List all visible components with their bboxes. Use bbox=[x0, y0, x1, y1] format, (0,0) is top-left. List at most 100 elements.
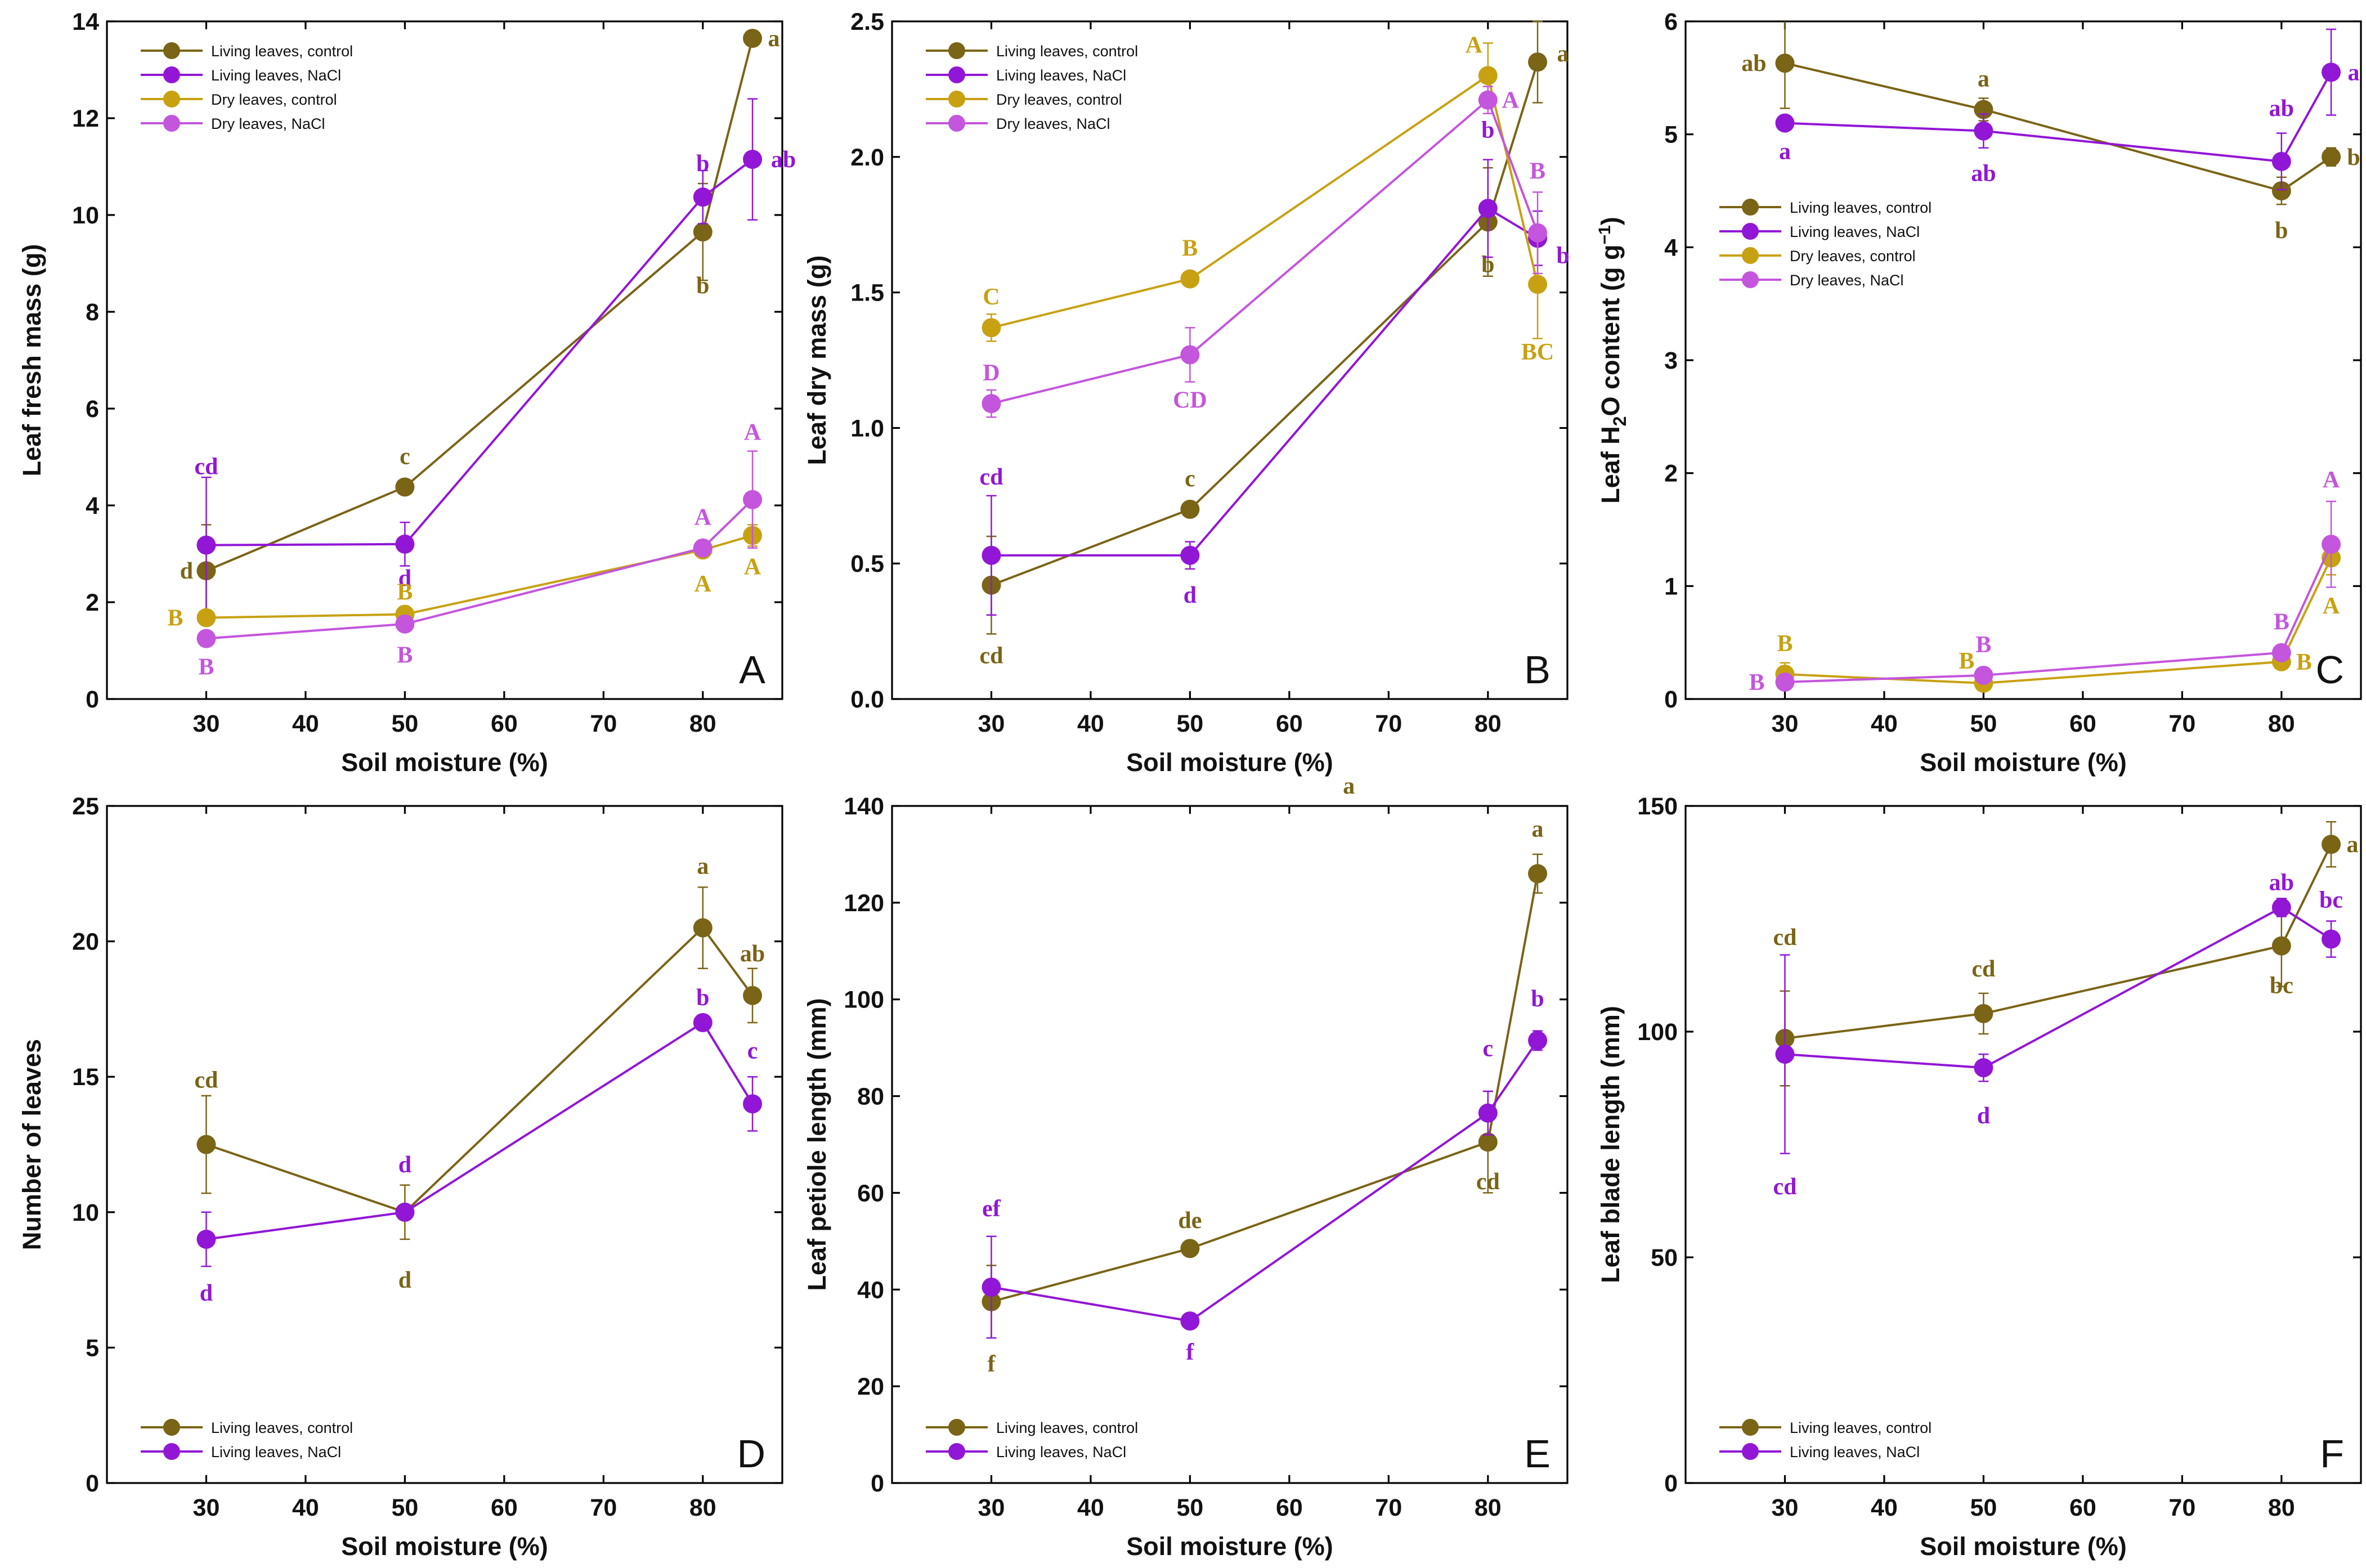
significance-letter: a bbox=[1779, 139, 1791, 165]
significance-letter: A bbox=[2323, 467, 2340, 493]
data-point bbox=[2271, 898, 2291, 917]
y-tick-label: 4 bbox=[86, 492, 99, 519]
data-point bbox=[1528, 864, 1548, 884]
panel-label: F bbox=[2320, 1432, 2344, 1476]
legend-entry: Dry leaves, control bbox=[996, 91, 1122, 108]
panel-label: E bbox=[1524, 1432, 1551, 1476]
y-tick-label: 1.5 bbox=[850, 280, 884, 307]
legend-swatch-marker bbox=[163, 115, 180, 132]
series-line bbox=[206, 1021, 754, 1240]
significance-letter: CD bbox=[1173, 387, 1207, 413]
significance-letter: c bbox=[1482, 1036, 1493, 1062]
legend: Living leaves, control Living leaves, NaC… bbox=[1719, 1419, 1932, 1461]
x-tick-label: 50 bbox=[391, 1494, 418, 1521]
significance-letter: B bbox=[1182, 236, 1198, 262]
significance-letter: b bbox=[1556, 243, 1569, 268]
x-tick-label: 30 bbox=[1772, 1494, 1799, 1521]
data-point bbox=[1775, 672, 1795, 692]
legend-swatch-marker bbox=[948, 115, 965, 132]
panel-label: C bbox=[2315, 648, 2344, 692]
x-tick-label: 50 bbox=[1970, 710, 1997, 737]
panel-a: 30 40 50 60 70 80 0 2 4 6 8 10 12 14 Soil moisture (%)… bbox=[17, 8, 796, 777]
y-tick-label: 100 bbox=[1637, 1019, 1678, 1046]
significance-letter: B bbox=[1959, 648, 1974, 674]
x-tick-label: 70 bbox=[590, 1494, 617, 1521]
series-line bbox=[1785, 906, 2332, 1069]
data-point bbox=[1528, 223, 1548, 243]
x-tick-label: 60 bbox=[491, 1494, 518, 1521]
legend-swatch-marker bbox=[163, 1443, 180, 1460]
y-tick-label: 6 bbox=[86, 396, 99, 423]
significance-letter: b bbox=[1531, 986, 1544, 1012]
significance-letter: d bbox=[180, 558, 193, 584]
y-tick-label: 10 bbox=[72, 202, 99, 229]
significance-letter: B bbox=[397, 643, 413, 669]
significance-letter: B bbox=[167, 606, 183, 631]
series-living-leaves-nacl: cd d b b bbox=[979, 117, 1570, 616]
legend-swatch-marker bbox=[1742, 1443, 1759, 1460]
data-point bbox=[395, 1202, 415, 1222]
legend-entry: Living leaves, control bbox=[211, 43, 353, 60]
significance-letter: b bbox=[1481, 252, 1494, 277]
y-tick-label: 0.5 bbox=[850, 550, 884, 577]
significance-letter: a bbox=[697, 854, 709, 880]
significance-letter: a bbox=[1557, 41, 1569, 67]
y-tick-label: 0 bbox=[871, 1470, 884, 1497]
series-line bbox=[206, 534, 753, 619]
legend: Living leaves, control Living leaves, NaC… bbox=[926, 42, 1138, 132]
significance-letter: ab bbox=[2269, 870, 2294, 895]
data-point bbox=[1478, 1103, 1498, 1123]
y-tick-label: 20 bbox=[72, 929, 99, 956]
significance-letter: A bbox=[694, 571, 712, 597]
data-point bbox=[1180, 499, 1200, 519]
y-tick-label: 2 bbox=[86, 589, 99, 616]
data-point bbox=[1180, 269, 1200, 289]
series-line bbox=[1785, 71, 2332, 163]
significance-letter: d bbox=[1977, 1103, 1990, 1129]
data-point bbox=[395, 534, 415, 554]
y-tick-label: 14 bbox=[72, 8, 99, 35]
legend-swatch-marker bbox=[163, 42, 180, 59]
y-tick-label: 5 bbox=[1664, 122, 1678, 149]
series-line bbox=[1785, 544, 2332, 683]
y-axis-label: Leaf fresh mass (g) bbox=[17, 244, 46, 477]
data-point bbox=[1974, 665, 1993, 685]
data-point bbox=[1478, 1132, 1498, 1152]
series-line bbox=[1785, 844, 2332, 1040]
panel-e: 30 40 50 60 70 80 0 20 40 60 80 100 120 140 Soil moist… bbox=[803, 773, 1569, 1561]
y-tick-label: 0 bbox=[1664, 686, 1678, 713]
legend-entry: Dry leaves, NaCl bbox=[1790, 272, 1904, 289]
panel-f: 30 40 50 60 70 80 0 50 100 150 Soil moisture (%) Le… bbox=[1596, 793, 2362, 1561]
series-line bbox=[991, 74, 1539, 329]
data-point bbox=[1974, 121, 1993, 141]
series-line bbox=[991, 207, 1539, 557]
significance-letter: a bbox=[2347, 832, 2359, 858]
plot-frame bbox=[1684, 805, 2362, 1484]
legend-entry: Living leaves, NaCl bbox=[211, 67, 341, 84]
data-point bbox=[1974, 1058, 1993, 1078]
y-tick-label: 2.0 bbox=[850, 144, 884, 171]
significance-letter: c bbox=[747, 1038, 758, 1064]
significance-letter: B bbox=[1975, 632, 1991, 658]
significance-letter: B bbox=[1749, 670, 1764, 696]
x-tick-label: 50 bbox=[1970, 1494, 1997, 1521]
significance-letter: A bbox=[1502, 88, 1520, 114]
legend-entry: Living leaves, NaCl bbox=[996, 67, 1126, 84]
x-tick-label: 70 bbox=[1375, 710, 1402, 737]
data-point bbox=[196, 535, 216, 555]
x-tick-label: 40 bbox=[1871, 1494, 1898, 1521]
x-tick-label: 30 bbox=[978, 710, 1005, 737]
legend-entry: Living leaves, control bbox=[1790, 199, 1932, 216]
data-point bbox=[1528, 52, 1548, 72]
plot-frame bbox=[106, 805, 783, 1484]
legend-swatch-marker bbox=[948, 66, 965, 83]
x-tick-label: 60 bbox=[491, 710, 518, 737]
series-dry-leaves-control: C B A BC bbox=[982, 32, 1554, 365]
y-tick-label: 0 bbox=[1664, 1470, 1678, 1497]
y-tick-label: 25 bbox=[72, 793, 99, 820]
significance-letter: bc bbox=[2270, 973, 2293, 999]
significance-letter: b bbox=[696, 985, 709, 1011]
x-tick-label: 80 bbox=[2268, 710, 2295, 737]
legend-swatch-marker bbox=[948, 42, 965, 59]
legend-entry: Living leaves, control bbox=[211, 1419, 353, 1436]
